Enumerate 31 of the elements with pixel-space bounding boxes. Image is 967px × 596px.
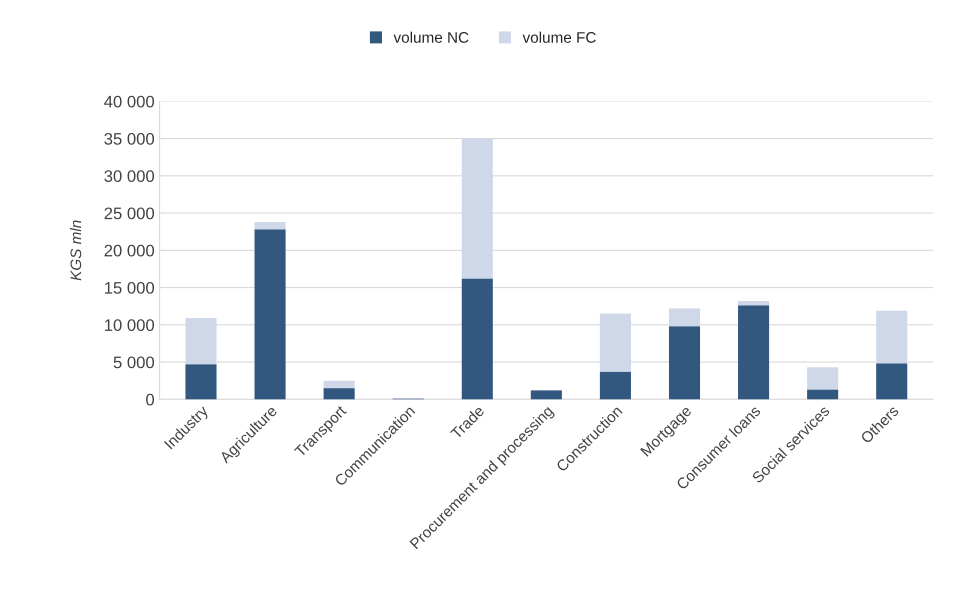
y-tick-label: 0 <box>146 394 154 406</box>
bar <box>738 300 770 306</box>
y-tick-label: 30 000 <box>104 170 154 182</box>
bar <box>254 229 286 400</box>
legend-label: volume NC <box>394 32 468 43</box>
bar <box>600 314 631 372</box>
bar <box>807 390 838 400</box>
legend-label: volume FC <box>522 32 596 43</box>
bar <box>668 308 700 326</box>
y-tick-label: 40 000 <box>104 96 154 108</box>
y-tick-label: 15 000 <box>104 282 154 294</box>
bar <box>462 278 493 400</box>
bar <box>668 326 700 400</box>
bar <box>462 138 493 279</box>
y-tick-label: 10 000 <box>104 319 154 332</box>
bar <box>324 388 355 400</box>
bar <box>600 372 631 400</box>
bar <box>254 222 286 230</box>
bar <box>185 364 217 400</box>
y-tick-label: 5 000 <box>114 356 154 368</box>
y-tick-label: 25 000 <box>104 207 154 220</box>
y-axis-title: KGS mln <box>70 220 82 280</box>
bar <box>738 305 770 400</box>
bar <box>530 390 562 400</box>
bar <box>324 380 355 388</box>
bar <box>807 367 838 390</box>
bar <box>876 364 908 400</box>
bar <box>876 310 908 364</box>
y-tick-label: 35 000 <box>104 132 154 145</box>
bar <box>185 318 217 364</box>
y-tick-label: 20 000 <box>104 244 154 257</box>
